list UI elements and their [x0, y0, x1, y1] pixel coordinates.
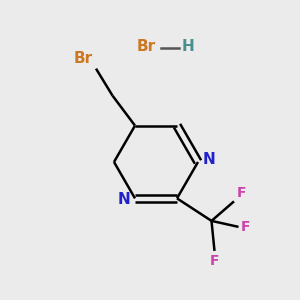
Text: N: N [118, 192, 130, 207]
Text: N: N [202, 152, 215, 167]
Text: H: H [182, 39, 195, 54]
Text: Br: Br [74, 51, 93, 66]
Text: F: F [236, 186, 246, 200]
Text: F: F [241, 220, 250, 234]
Text: F: F [210, 254, 219, 268]
Text: Br: Br [137, 39, 156, 54]
